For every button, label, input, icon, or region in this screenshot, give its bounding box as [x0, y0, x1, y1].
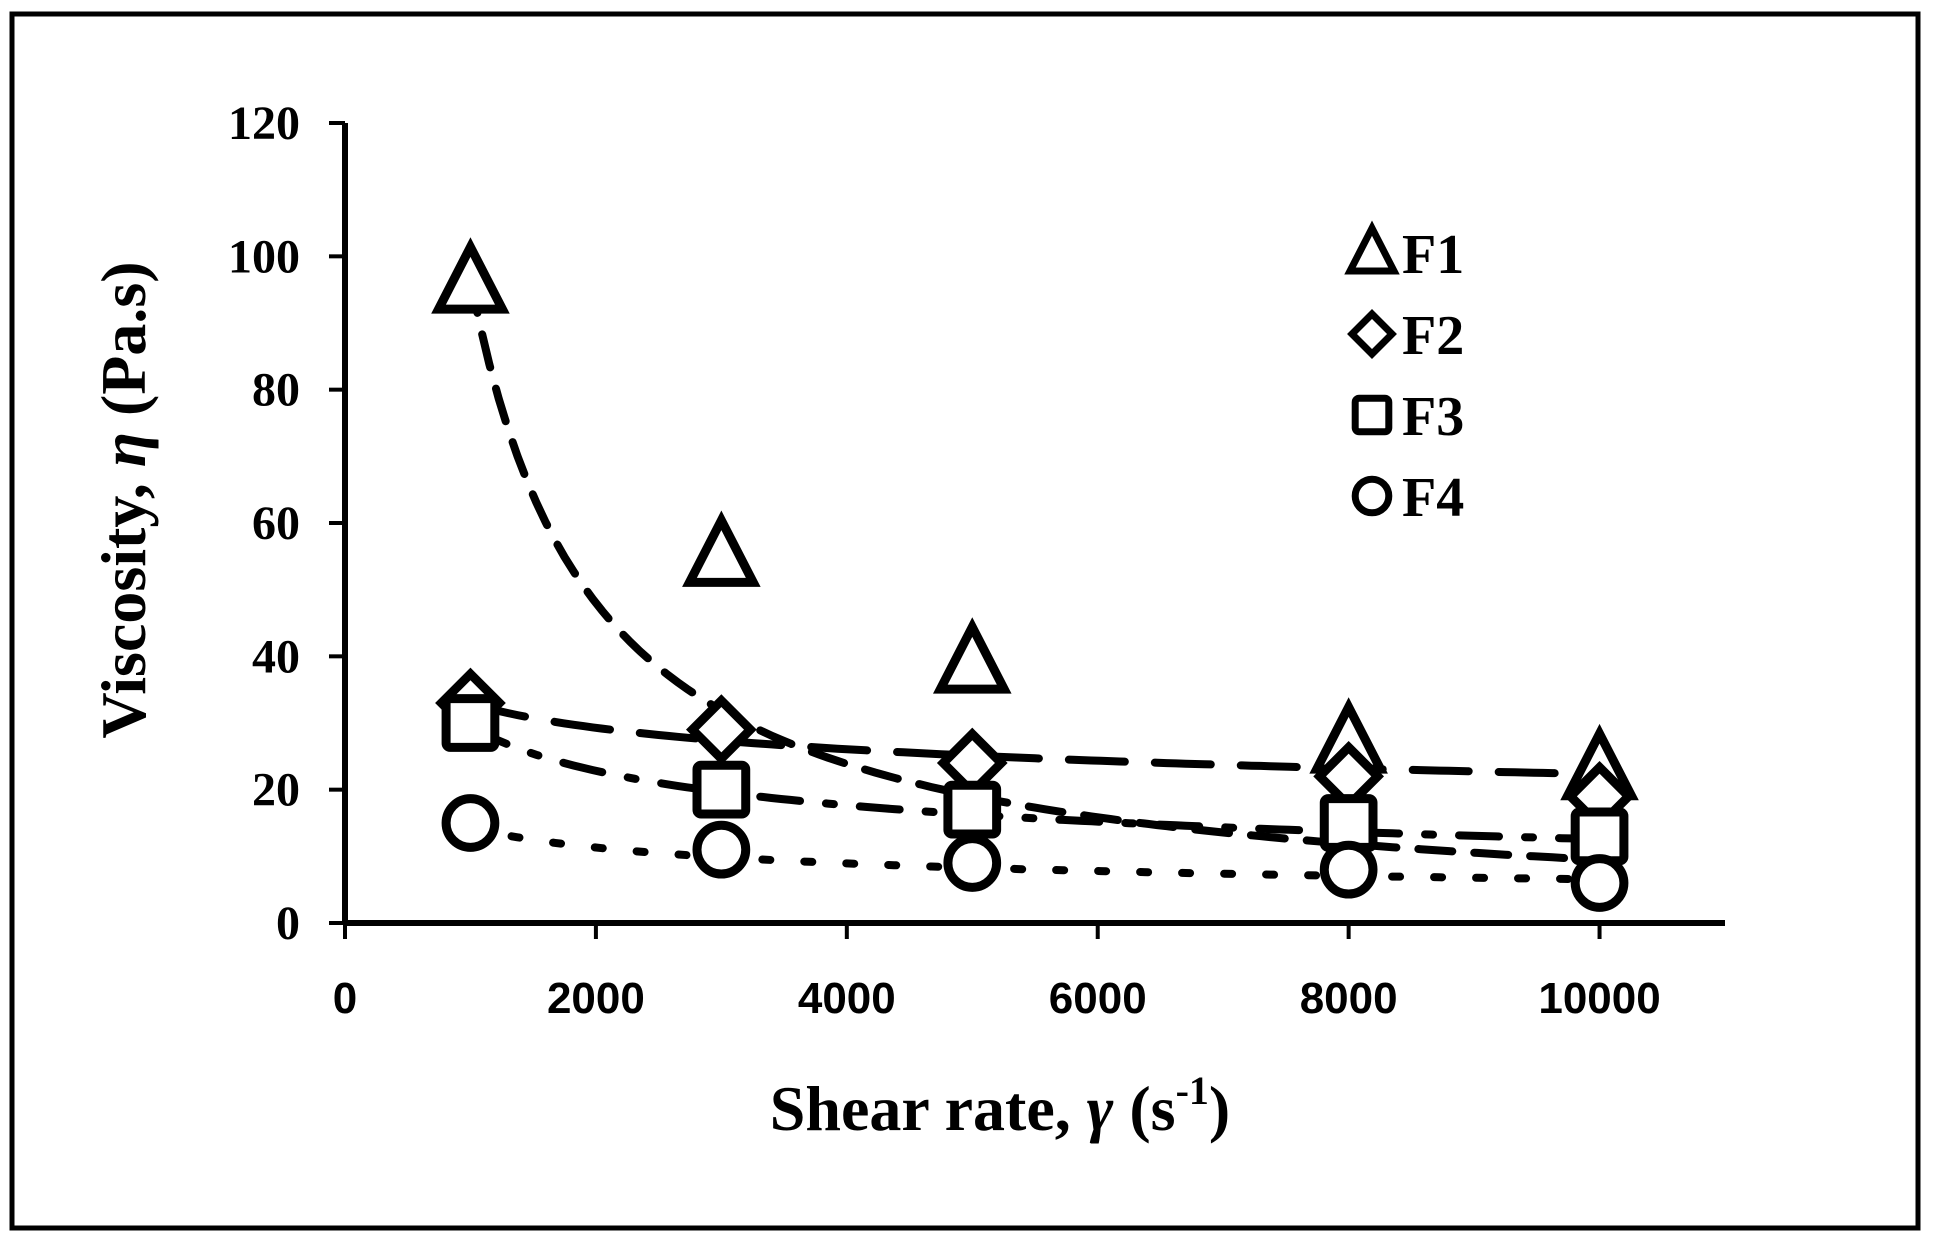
data-point-f4 [1319, 840, 1378, 899]
data-point-f1 [682, 510, 761, 587]
x-axis-title: Shear rate, γ (s-1) [770, 1068, 1230, 1144]
trend-line-f3 [466, 722, 1604, 844]
legend-marker-f1 [1344, 220, 1400, 275]
x-tick-label: 8000 [1300, 974, 1398, 1023]
x-axis-title-superscript: -1 [1176, 1068, 1209, 1113]
x-tick-label: 10000 [1538, 974, 1660, 1023]
y-tick-label: 120 [228, 97, 300, 150]
y-axis-title-unit: (Pa.s) [88, 261, 159, 432]
y-axis-title: Viscosity, η (Pa.s) [88, 261, 159, 738]
legend-label-f4: F4 [1402, 467, 1464, 529]
legend-label-f3: F3 [1402, 386, 1464, 448]
y-tick-label: 100 [228, 230, 300, 283]
data-point-f4 [943, 834, 1002, 892]
x-tick-label: 0 [333, 974, 357, 1023]
x-tick-label: 6000 [1049, 974, 1147, 1023]
y-tick-label: 0 [276, 897, 300, 950]
x-tick-label: 4000 [798, 974, 896, 1023]
trend-lines [466, 275, 1604, 884]
data-point-f3 [1570, 807, 1629, 866]
x-tick-label: 2000 [547, 974, 645, 1023]
y-tick-label: 20 [252, 764, 300, 817]
legend-marker-f3 [1351, 394, 1393, 436]
data-point-f1 [431, 237, 510, 314]
data-point-f4 [692, 820, 751, 879]
y-axis-title-prefix: Viscosity, [88, 467, 159, 738]
x-axis-title-prefix: Shear rate, [770, 1073, 1087, 1144]
data-point-f3 [441, 694, 500, 752]
x-axis-title-unit: (s [1113, 1073, 1175, 1144]
legend-marker-f4 [1351, 475, 1393, 517]
y-axis-title-symbol: η [88, 432, 159, 467]
legend-marker-f2 [1347, 309, 1397, 359]
y-tick-label: 40 [252, 630, 300, 683]
data-point-f3 [692, 760, 751, 819]
legend-label-f1: F1 [1402, 224, 1464, 286]
x-axis-title-symbol: γ [1087, 1073, 1114, 1144]
data-point-f1 [932, 617, 1012, 694]
trend-line-f2 [466, 699, 1604, 778]
legend-label-f2: F2 [1402, 305, 1464, 367]
figure-border [9, 11, 1921, 1231]
trend-line-f1 [466, 275, 1604, 864]
data-markers [431, 237, 1639, 912]
legend: F1 F2 F3 F4 [1344, 220, 1464, 529]
data-point-f4 [441, 794, 500, 852]
data-point-f3 [943, 780, 1002, 839]
axes: 0 2000 4000 6000 8000 10000 0 20 40 60 80 100 120 [228, 97, 1725, 1023]
data-point-f4 [1570, 854, 1629, 912]
x-axis-title-unit-close: ) [1209, 1073, 1230, 1144]
y-tick-label: 60 [252, 497, 300, 550]
y-tick-label: 80 [252, 364, 300, 417]
data-point-f2 [685, 694, 757, 766]
data-point-f3 [1319, 794, 1378, 852]
